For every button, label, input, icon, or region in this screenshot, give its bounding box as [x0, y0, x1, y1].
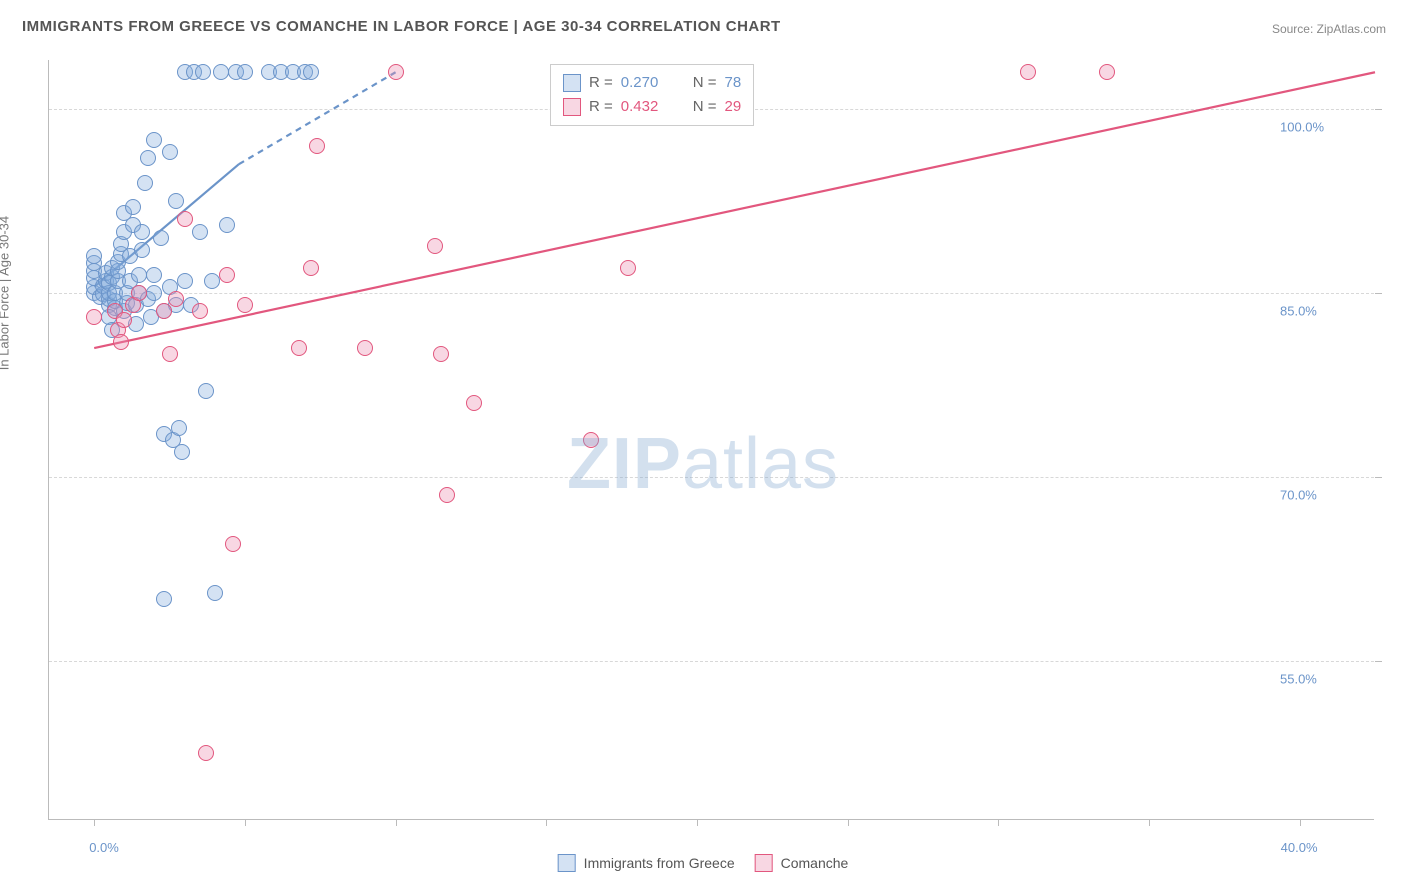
- data-point-greece: [140, 150, 156, 166]
- gridline: [49, 661, 1374, 662]
- series-legend: Immigrants from Greece Comanche: [558, 854, 849, 872]
- data-point-comanche: [427, 238, 443, 254]
- data-point-comanche: [86, 309, 102, 325]
- data-point-comanche: [583, 432, 599, 448]
- data-point-greece: [207, 585, 223, 601]
- data-point-greece: [137, 175, 153, 191]
- x-tick: [848, 819, 849, 826]
- x-tick-label: 0.0%: [89, 840, 119, 855]
- legend-row-comanche: R = 0.432 N = 29: [563, 95, 741, 119]
- x-tick: [94, 819, 95, 826]
- data-point-comanche: [357, 340, 373, 356]
- legend-n-eq: N =: [693, 95, 717, 119]
- data-point-greece: [156, 591, 172, 607]
- data-point-comanche: [168, 291, 184, 307]
- y-tick-label: 55.0%: [1280, 671, 1317, 686]
- plot-area: [48, 60, 1374, 820]
- data-point-greece: [213, 64, 229, 80]
- legend-row-greece: R = 0.270 N = 78: [563, 71, 741, 95]
- data-point-greece: [146, 285, 162, 301]
- data-point-comanche: [620, 260, 636, 276]
- data-point-comanche: [156, 303, 172, 319]
- legend-n-val-comanche: 29: [725, 95, 742, 119]
- legend-r-eq: R =: [589, 95, 613, 119]
- source-label: Source: ZipAtlas.com: [1272, 22, 1386, 36]
- data-point-comanche: [192, 303, 208, 319]
- data-point-greece: [192, 224, 208, 240]
- x-tick: [998, 819, 999, 826]
- data-point-comanche: [433, 346, 449, 362]
- data-point-greece: [177, 273, 193, 289]
- data-point-greece: [162, 144, 178, 160]
- x-tick-label: 40.0%: [1281, 840, 1318, 855]
- data-point-comanche: [1020, 64, 1036, 80]
- data-point-greece: [134, 224, 150, 240]
- bottom-legend-item-comanche: Comanche: [755, 854, 849, 872]
- data-point-greece: [237, 64, 253, 80]
- data-point-comanche: [116, 312, 132, 328]
- legend-r-val-comanche: 0.432: [621, 95, 673, 119]
- y-tick-label: 85.0%: [1280, 303, 1317, 318]
- legend-swatch-comanche: [563, 98, 581, 116]
- data-point-greece: [219, 217, 235, 233]
- legend-n-val-greece: 78: [725, 71, 742, 95]
- x-tick: [697, 819, 698, 826]
- bottom-legend-swatch-greece: [558, 854, 576, 872]
- data-point-greece: [146, 267, 162, 283]
- gridline: [49, 477, 1374, 478]
- x-tick: [1300, 819, 1301, 826]
- data-point-greece: [146, 132, 162, 148]
- y-axis-title: In Labor Force | Age 30-34: [0, 216, 12, 370]
- data-point-comanche: [177, 211, 193, 227]
- data-point-greece: [204, 273, 220, 289]
- trend-lines: [49, 60, 1374, 819]
- x-tick: [245, 819, 246, 826]
- correlation-legend: R = 0.270 N = 78 R = 0.432 N = 29: [550, 64, 754, 126]
- data-point-comanche: [225, 536, 241, 552]
- data-point-greece: [198, 383, 214, 399]
- bottom-legend-label-greece: Immigrants from Greece: [584, 855, 735, 871]
- data-point-greece: [174, 444, 190, 460]
- y-tick-label: 70.0%: [1280, 487, 1317, 502]
- data-point-comanche: [388, 64, 404, 80]
- x-tick: [396, 819, 397, 826]
- chart-title: IMMIGRANTS FROM GREECE VS COMANCHE IN LA…: [22, 18, 781, 35]
- legend-r-eq: R =: [589, 71, 613, 95]
- data-point-greece: [86, 248, 102, 264]
- data-point-comanche: [162, 346, 178, 362]
- data-point-greece: [195, 64, 211, 80]
- data-point-greece: [125, 199, 141, 215]
- y-tick-label: 100.0%: [1280, 120, 1324, 135]
- x-tick: [1149, 819, 1150, 826]
- data-point-comanche: [303, 260, 319, 276]
- data-point-comanche: [309, 138, 325, 154]
- data-point-comanche: [113, 334, 129, 350]
- data-point-comanche: [291, 340, 307, 356]
- x-tick: [546, 819, 547, 826]
- data-point-greece: [303, 64, 319, 80]
- bottom-legend-item-greece: Immigrants from Greece: [558, 854, 735, 872]
- bottom-legend-label-comanche: Comanche: [781, 855, 849, 871]
- data-point-greece: [153, 230, 169, 246]
- legend-r-val-greece: 0.270: [621, 71, 673, 95]
- legend-swatch-greece: [563, 74, 581, 92]
- data-point-comanche: [439, 487, 455, 503]
- data-point-comanche: [1099, 64, 1115, 80]
- data-point-comanche: [466, 395, 482, 411]
- data-point-comanche: [219, 267, 235, 283]
- gridline: [49, 293, 1374, 294]
- bottom-legend-swatch-comanche: [755, 854, 773, 872]
- data-point-greece: [168, 193, 184, 209]
- data-point-comanche: [237, 297, 253, 313]
- data-point-greece: [134, 242, 150, 258]
- data-point-comanche: [131, 285, 147, 301]
- data-point-comanche: [198, 745, 214, 761]
- data-point-greece: [131, 267, 147, 283]
- data-point-greece: [171, 420, 187, 436]
- legend-n-eq: N =: [693, 71, 717, 95]
